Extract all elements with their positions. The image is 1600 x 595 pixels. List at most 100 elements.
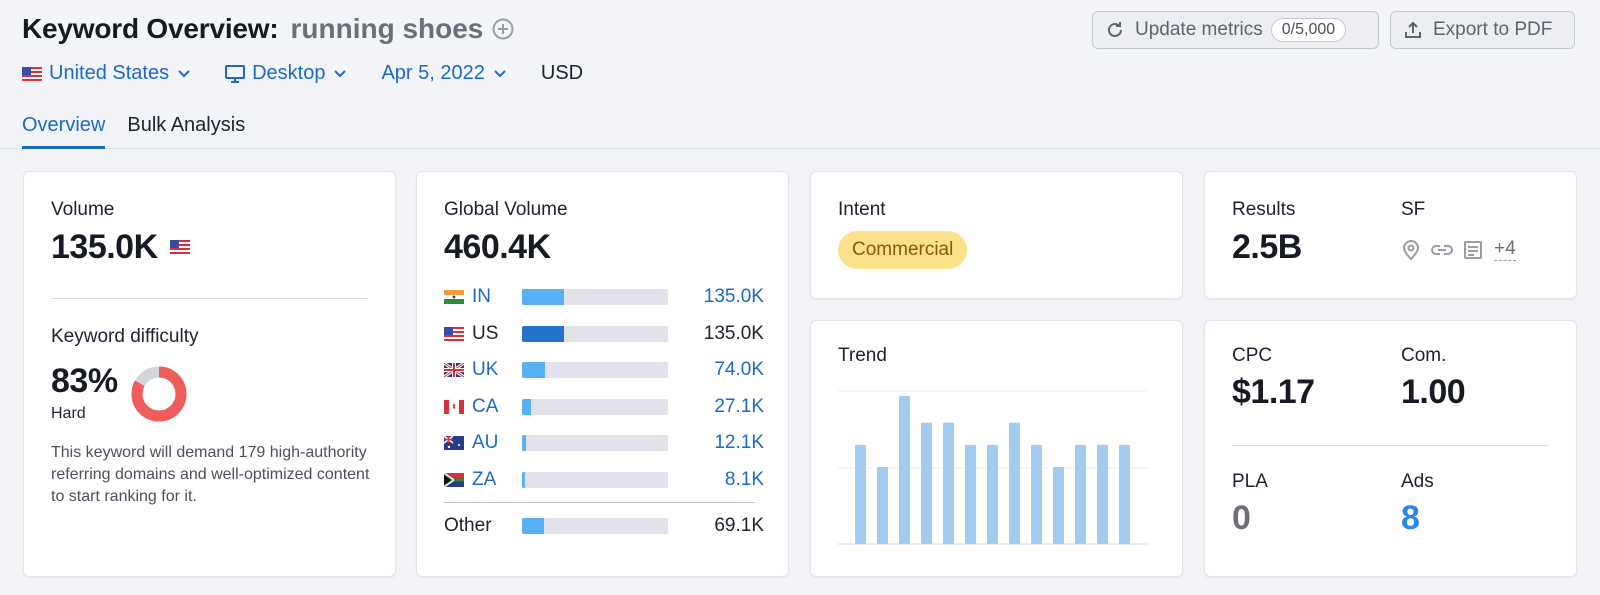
trend-card: Trend [810, 320, 1183, 577]
title-row: Keyword Overview: running shoes [22, 13, 514, 45]
country-row-ca[interactable]: CA 27.1K [444, 395, 764, 419]
other-volume: 69.1K [714, 515, 764, 536]
results-card: Results 2.5B SF +4 [1204, 171, 1577, 299]
trend-chart [838, 390, 1150, 545]
results-label: Results [1232, 199, 1296, 220]
country-volume: 8.1K [724, 469, 764, 490]
kd-value: 83% [51, 362, 118, 400]
device-dropdown[interactable]: Desktop [225, 62, 347, 85]
volume-bar [522, 435, 668, 451]
tab-bulk-analysis[interactable]: Bulk Analysis [127, 114, 246, 136]
article-icon[interactable] [1463, 240, 1483, 260]
trend-bar[interactable] [1009, 422, 1020, 544]
country-volume: 12.1K [714, 432, 764, 453]
volume-label: Volume [51, 199, 115, 220]
trend-bar[interactable] [1075, 444, 1086, 544]
trend-label: Trend [838, 345, 887, 366]
trend-bar[interactable] [921, 422, 932, 544]
update-metrics-button[interactable]: Update metrics 0/5,000 [1092, 11, 1379, 49]
date-dropdown[interactable]: Apr 5, 2022 [381, 62, 506, 85]
volume-bar [522, 289, 668, 305]
trend-bar[interactable] [1053, 467, 1064, 544]
country-dropdown[interactable]: United States [22, 62, 191, 85]
india-flag-icon [444, 290, 464, 304]
country-volume: 135.0K [703, 286, 764, 307]
country-row-us[interactable]: US 135.0K [444, 322, 764, 346]
refresh-icon [1108, 22, 1122, 37]
filters-bar: United States Desktop Apr 5, 2022 USD [22, 62, 583, 85]
trend-bar[interactable] [855, 444, 866, 544]
country-code: ZA [472, 469, 497, 490]
cpc-label: CPC [1232, 345, 1273, 366]
page-header: Keyword Overview: running shoes Update m… [0, 0, 1600, 149]
kd-description: This keyword will demand 179 high-author… [51, 444, 370, 505]
cpc-value: $1.17 [1232, 373, 1315, 411]
trend-bar[interactable] [1097, 444, 1108, 544]
volume-bar [522, 362, 668, 378]
country-row-other: Other 69.1K [444, 514, 764, 538]
kd-level: Hard [51, 405, 86, 422]
cpc-card: CPC $1.17 Com. 1.00 PLA 0 Ads 8 [1204, 320, 1577, 577]
page-title: Keyword Overview: [22, 13, 279, 44]
link-icon[interactable] [1430, 242, 1454, 258]
com-value: 1.00 [1401, 373, 1466, 411]
sf-more-link[interactable]: +4 [1494, 238, 1516, 261]
tab-bar: Overview Bulk Analysis [22, 114, 267, 149]
us-flag-icon [170, 240, 190, 254]
kd-donut [131, 366, 187, 422]
ads-value: 8 [1401, 499, 1420, 537]
country-row-uk[interactable]: UK 74.0K [444, 358, 764, 382]
australia-flag-icon [444, 436, 464, 450]
pla-value: 0 [1232, 499, 1251, 537]
ads-label: Ads [1401, 471, 1434, 492]
desktop-icon [225, 64, 246, 83]
add-circle-icon[interactable] [492, 18, 514, 40]
divider [444, 502, 755, 503]
us-flag-icon [444, 327, 464, 341]
trend-bar[interactable] [899, 396, 910, 544]
country-volume: 27.1K [714, 396, 764, 417]
country-row-za[interactable]: ZA 8.1K [444, 468, 764, 492]
country-label: United States [49, 62, 170, 84]
chevron-down-icon [334, 69, 347, 77]
country-volume: 135.0K [703, 323, 764, 344]
country-code: CA [472, 396, 499, 417]
canada-flag-icon [444, 400, 464, 414]
trend-bar[interactable] [965, 444, 976, 544]
trend-bar[interactable] [1031, 444, 1042, 544]
uk-flag-icon [444, 363, 464, 377]
export-pdf-button[interactable]: Export to PDF [1390, 11, 1575, 49]
tab-overview[interactable]: Overview [22, 114, 106, 149]
trend-bar[interactable] [987, 444, 998, 544]
trend-bar[interactable] [877, 467, 888, 544]
results-value: 2.5B [1232, 228, 1302, 266]
intent-badge: Commercial [838, 231, 968, 269]
trend-bar[interactable] [1119, 444, 1130, 544]
pla-label: PLA [1232, 471, 1268, 492]
kd-label: Keyword difficulty [51, 326, 199, 347]
divider [51, 298, 367, 299]
volume-bar [522, 399, 668, 415]
country-code: US [472, 323, 499, 344]
country-code: AU [472, 432, 499, 453]
sf-icons: +4 [1401, 238, 1516, 261]
south-africa-flag-icon [444, 473, 464, 487]
sf-label: SF [1401, 199, 1426, 220]
country-volume: 74.0K [714, 359, 764, 380]
location-pin-icon[interactable] [1401, 239, 1421, 261]
country-code: UK [472, 359, 499, 380]
trend-bar[interactable] [943, 422, 954, 544]
export-icon [1405, 21, 1421, 38]
country-row-in[interactable]: IN 135.0K [444, 285, 764, 309]
other-label: Other [444, 515, 492, 536]
global-volume-card: Global Volume 460.4K IN 135.0K US 135.0K… [416, 171, 789, 577]
volume-bar [522, 326, 668, 342]
us-flag-icon [22, 66, 42, 81]
country-row-au[interactable]: AU 12.1K [444, 431, 764, 455]
country-code: IN [472, 286, 491, 307]
update-metrics-label: Update metrics [1135, 19, 1263, 40]
global-volume-value: 460.4K [444, 228, 551, 266]
volume-value: 135.0K [51, 228, 158, 266]
volume-bar [522, 518, 668, 534]
device-label: Desktop [252, 62, 326, 84]
